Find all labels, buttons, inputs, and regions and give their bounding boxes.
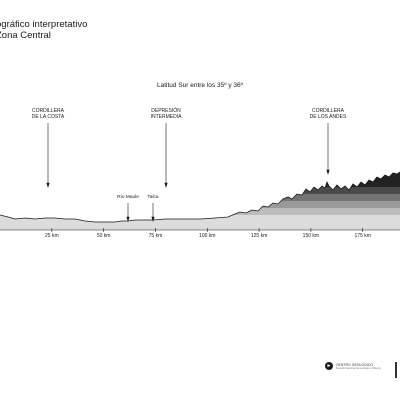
x-tick-label: 75 km	[149, 233, 163, 239]
elevation-band-6	[0, 172, 400, 187]
x-tick-label: 125 km	[251, 233, 267, 239]
elevation-band-4	[0, 194, 400, 201]
page-edge-mark	[395, 362, 400, 378]
label-cordillera-costa-line1: CORDILLERA	[32, 108, 64, 114]
elevation-band-3	[0, 201, 400, 208]
arrowhead-cordillera-andes	[326, 169, 330, 176]
label-talca: Talca	[147, 195, 159, 200]
x-axis-ticks: 25 km 50 km 75 km 100 km 125 km 150 km 175 km	[45, 228, 371, 239]
label-cordillera-andes-line1: CORDILLERA	[312, 108, 344, 114]
logo-subtext: Servicio Nacional de Geología y Minería	[336, 366, 381, 370]
label-rio-maule: Río Maule	[117, 195, 139, 200]
arrowhead-rio-maule	[126, 216, 130, 223]
x-tick-label: 175 km	[354, 233, 370, 239]
elevation-band-1	[0, 215, 400, 230]
label-depresion-line1: DEPRESIÓN	[151, 108, 181, 114]
label-depresion-intermedia: DEPRESIÓN INTERMEDIA	[151, 108, 182, 120]
elevation-band-2	[0, 208, 400, 215]
logo-text: CENTRO GEOLÓGICO	[336, 362, 374, 367]
x-tick-label: 50 km	[97, 233, 111, 239]
page-title-line2: Zona Central	[0, 30, 51, 41]
label-depresion-line2: INTERMEDIA	[150, 114, 182, 120]
x-tick-label: 150 km	[303, 233, 319, 239]
terrain-profile-line	[0, 171, 400, 223]
label-cordillera-andes: CORDILLERA DE LOS ANDES	[310, 108, 347, 120]
footer-logo: ► CENTRO GEOLÓGICO Servicio Nacional de …	[325, 362, 381, 370]
label-cordillera-costa-line2: DE LA COSTA	[31, 114, 65, 120]
arrowhead-depresion	[164, 182, 168, 189]
arrowhead-talca	[151, 216, 155, 223]
chart-subtitle: Latitud Sur entre los 35º y 36º	[156, 82, 244, 89]
x-tick-label: 100 km	[199, 233, 215, 239]
page-title: ográfico interpretativo	[0, 19, 88, 30]
logo-play-icon: ►	[325, 362, 333, 370]
elevation-bands	[0, 172, 400, 230]
label-cordillera-costa: CORDILLERA DE LA COSTA	[32, 108, 64, 120]
label-cordillera-andes-line2: DE LOS ANDES	[309, 114, 347, 120]
title-block: ográfico interpretativo Zona Central	[0, 19, 87, 41]
arrowhead-cordillera-costa	[46, 182, 50, 189]
x-tick-label: 25 km	[45, 233, 59, 239]
